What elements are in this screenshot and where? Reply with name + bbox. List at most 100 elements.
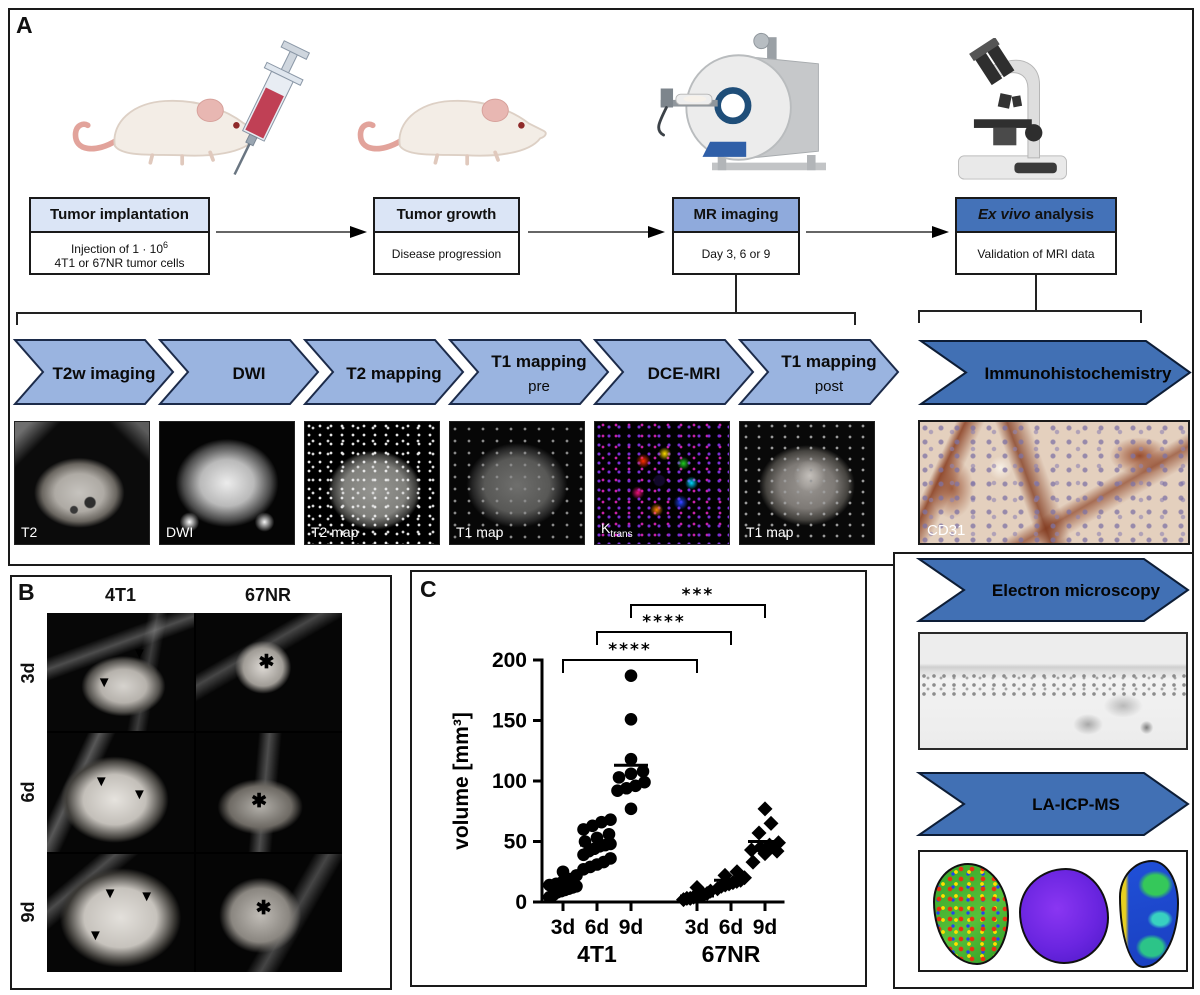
la-element-map-3: [1119, 860, 1179, 968]
svg-text:post: post: [815, 378, 844, 395]
flow-box-body: Validation of MRI data: [977, 247, 1095, 261]
data-point: [729, 864, 745, 880]
scan-image-label: T2 map: [311, 524, 359, 540]
mri-cell-6d-4t1: ▼ ▼: [47, 733, 194, 852]
flow-box-tumor-implantation: Tumor implantation Injection of 1 · 106 …: [29, 197, 210, 275]
data-point: [604, 813, 617, 827]
flow-box-body: Day 3, 6 or 9: [701, 247, 771, 261]
tumor-asterisk: ✱: [251, 791, 268, 813]
panel-b-label: B: [18, 579, 35, 605]
mouse-ear: [481, 98, 509, 123]
tumor-arrowhead: ▼: [131, 645, 147, 663]
panel-a-label: A: [16, 12, 33, 38]
svg-text:DWI: DWI: [232, 364, 265, 383]
microscope-illustration: [958, 38, 1067, 180]
svg-text:DCE-MRI: DCE-MRI: [648, 364, 721, 383]
svg-text:Electron microscopy: Electron microscopy: [992, 581, 1161, 600]
mri-cell-9d-4t1: ▼ ▼ ▼: [47, 853, 194, 972]
flow-arrow-3: [806, 226, 949, 238]
data-point: [624, 712, 638, 726]
mouse-tail: [72, 121, 120, 152]
mouse-tail: [357, 121, 405, 152]
flow-box-mr-imaging: MR imaging Day 3, 6 or 9: [672, 197, 800, 275]
row-label-3d: 3d: [18, 662, 38, 684]
electron-microscopy-image: [918, 632, 1188, 750]
significance-stars: ***: [682, 585, 715, 605]
significance-stars: ****: [642, 612, 686, 632]
data-point: [612, 771, 626, 784]
connector-exvivo: [1035, 275, 1037, 310]
x-tick-label: 9d: [619, 916, 644, 939]
tumor-asterisk: ✱: [258, 652, 275, 674]
x-tick-label: 3d: [551, 916, 576, 939]
tumor-arrowhead: ▼: [139, 888, 155, 906]
cd31-histology-image: CD31: [918, 420, 1190, 545]
tumor-arrowhead: ▼: [93, 772, 109, 790]
bracket-mri-sequences: [16, 312, 856, 325]
tumor-asterisk: ✱: [255, 897, 272, 919]
chevron-t1-mapping-post: T1 mapping post: [737, 339, 900, 405]
row-label-9d: 9d: [18, 901, 38, 923]
flow-box-body: Disease progression: [391, 247, 502, 261]
mouse-eye: [233, 122, 240, 129]
x-tick-label: 3d: [685, 916, 710, 939]
tumor-arrowhead: ▼: [88, 927, 103, 945]
data-point: [745, 854, 761, 870]
chevron-dwi: DWI: [157, 339, 320, 405]
y-tick-label: 0: [515, 891, 527, 914]
la-element-map-2: [1019, 868, 1109, 964]
tumor-arrowhead: ▼: [96, 673, 112, 691]
mouse-legs: [433, 150, 500, 166]
group-label-67nr: 67NR: [702, 941, 761, 967]
chevron-immunohistochemistry: Immunohistochemistry: [917, 340, 1192, 405]
chevron-t1-mapping-pre: T1 mapping pre: [447, 339, 610, 405]
mouse-body: [398, 99, 547, 157]
mouse-eye: [518, 122, 525, 129]
column-header-67nr: 67NR: [244, 585, 292, 605]
data-point: [590, 831, 604, 845]
chevron-electron-microscopy: Electron microscopy: [915, 558, 1190, 622]
data-point: [556, 865, 570, 879]
scan-image-label: T1 map: [746, 524, 794, 540]
flow-box-title: Tumor growth: [375, 199, 518, 233]
mri-cell-9d-67nr: ✱: [195, 853, 342, 972]
y-tick-label: 50: [504, 831, 527, 854]
flow-arrow-1: [216, 226, 367, 238]
scan-image-t2-map: T2 map: [304, 421, 440, 545]
svg-text:pre: pre: [528, 378, 550, 395]
x-tick-label: 6d: [585, 916, 610, 939]
data-point: [751, 825, 767, 841]
scan-image-t1-map-pre: T1 map: [449, 421, 585, 545]
data-point: [624, 802, 638, 816]
data-point: [624, 669, 638, 683]
data-point: [604, 852, 617, 865]
significance-stars: ****: [608, 640, 652, 660]
em-texture-blob: [1053, 680, 1171, 744]
la-icp-ms-images: [918, 850, 1188, 972]
scan-image-label: T2: [21, 524, 38, 540]
mri-cell-3d-4t1: ▼ ▼: [47, 613, 194, 732]
data-point: [763, 815, 779, 831]
mouse-legs: [148, 150, 215, 166]
tumor-arrowhead: ▼: [102, 884, 118, 902]
x-tick-label: 6d: [719, 916, 744, 939]
cd31-label: CD31: [927, 522, 966, 539]
svg-text:T2w imaging: T2w imaging: [53, 364, 156, 383]
scan-image-ktrans: Ktrans: [594, 421, 730, 545]
data-point: [744, 842, 759, 858]
data-point: [757, 801, 773, 817]
bracket-exvivo-methods: [918, 310, 1142, 323]
flow-box-title: Tumor implantation: [31, 199, 208, 233]
chevron-t2-mapping: T2 mapping: [302, 339, 465, 405]
mouse-illustration-2: [357, 98, 547, 166]
y-axis-label: volume [mm³]: [450, 712, 473, 850]
scan-image-label: DWI: [166, 524, 194, 540]
flow-box-body: Injection of 1 · 106 4T1 or 67NR tumor c…: [54, 240, 185, 270]
chevron-t2w-imaging: T2w imaging: [12, 339, 175, 405]
tumor-arrowhead: ▼: [131, 785, 147, 803]
significance-bracket: [562, 659, 698, 673]
row-label-6d: 6d: [18, 781, 38, 803]
data-point: [624, 752, 638, 766]
panel-b-image-grid: ▼ ▼ ✱ ▼ ▼ ✱ ▼ ▼ ▼ ✱: [47, 613, 342, 972]
